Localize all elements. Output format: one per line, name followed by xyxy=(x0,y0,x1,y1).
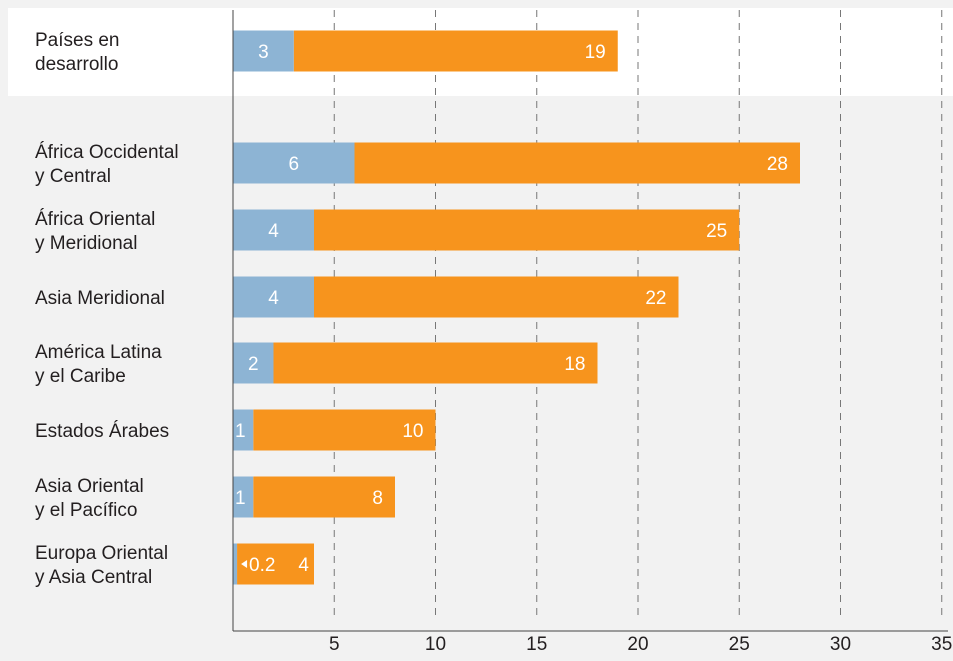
small-value-pointer-icon xyxy=(241,560,248,568)
bar-series-1 xyxy=(233,30,294,72)
category-label-line: y Central xyxy=(35,166,111,187)
bar-series-1 xyxy=(233,142,355,184)
bar-series-1 xyxy=(233,342,274,384)
data-label-series-1: 4 xyxy=(268,221,279,242)
bar-series-2 xyxy=(293,30,618,72)
bar-series-2 xyxy=(253,409,436,451)
bar-series-1 xyxy=(233,209,314,251)
data-label-series-1: 2 xyxy=(248,354,259,375)
data-label-series-2: 18 xyxy=(564,354,585,375)
data-label-series-1: 1 xyxy=(235,488,246,509)
data-label-series-1: 1 xyxy=(235,421,246,442)
x-tick-label: 15 xyxy=(526,634,547,655)
bar-series-2 xyxy=(314,209,740,251)
x-tick-label: 25 xyxy=(729,634,750,655)
category-label-line: y el Pacífico xyxy=(35,500,137,521)
data-label-series-2: 22 xyxy=(645,288,666,309)
data-label-series-1: 6 xyxy=(288,154,299,175)
category-label: África Oriental y Meridional xyxy=(35,209,155,254)
bar-series-2 xyxy=(237,543,314,585)
x-tick-label: 30 xyxy=(830,634,851,655)
category-label: Países en desarrollo xyxy=(35,30,120,75)
category-label-line: y Asia Central xyxy=(35,567,152,588)
bar-series-2 xyxy=(354,142,800,184)
category-label-line: Asia Oriental xyxy=(35,476,144,497)
data-label-series-2: 8 xyxy=(372,488,383,509)
category-label: Asia Meridional xyxy=(35,288,165,309)
category-label: Estados Árabes xyxy=(35,421,169,442)
category-label-line: Asia Meridional xyxy=(35,288,165,309)
data-label-series-2: 25 xyxy=(706,221,727,242)
category-label: África Occidental y Central xyxy=(35,142,179,187)
data-label-series-2: 10 xyxy=(402,421,423,442)
category-label-line: y Meridional xyxy=(35,233,137,254)
bar-series-1 xyxy=(233,543,238,585)
x-tick-label: 5 xyxy=(329,634,340,655)
bar-series-2 xyxy=(273,342,598,384)
data-label-series-1: 3 xyxy=(258,42,269,63)
x-tick-label: 10 xyxy=(425,634,446,655)
x-tick-label: 35 xyxy=(931,634,952,655)
category-label: Europa Oriental y Asia Central xyxy=(35,543,168,588)
data-label-series-1: 4 xyxy=(268,288,279,309)
category-label-line: y el Caribe xyxy=(35,366,126,387)
bar-series-2 xyxy=(314,276,679,318)
bar-series-2 xyxy=(253,476,395,518)
category-label-line: desarrollo xyxy=(35,54,118,75)
x-tick-label: 20 xyxy=(627,634,648,655)
category-label-line: África Occidental xyxy=(35,142,179,163)
category-label: América Latina y el Caribe xyxy=(35,342,162,387)
data-label-series-1: 0.2 xyxy=(249,555,275,576)
data-label-series-2: 28 xyxy=(767,154,788,175)
category-label-line: Países en xyxy=(35,30,120,51)
category-label-line: África Oriental xyxy=(35,209,155,230)
bar-series-1 xyxy=(233,476,254,518)
data-label-series-2: 4 xyxy=(298,555,309,576)
category-label-line: Europa Oriental xyxy=(35,543,168,564)
category-label-line: Estados Árabes xyxy=(35,421,169,442)
bar-series-1 xyxy=(233,276,314,318)
bar-series-1 xyxy=(233,409,254,451)
category-label: Asia Oriental y el Pacífico xyxy=(35,476,144,521)
category-label-line: América Latina xyxy=(35,342,162,363)
data-label-series-2: 19 xyxy=(585,42,606,63)
